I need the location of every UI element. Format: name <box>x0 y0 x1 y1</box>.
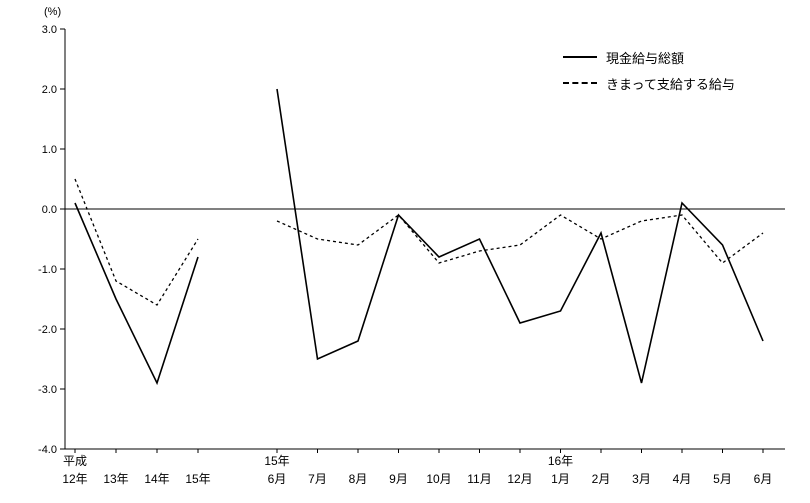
legend-item-contractual-pay: きまって支給する給与 <box>563 70 735 96</box>
x-tick-label: 15年 <box>185 472 210 486</box>
x-tick-label: 7月 <box>308 472 327 486</box>
y-axis-unit-label: (%) <box>44 6 62 18</box>
series-line-cash-total-annual <box>74 202 199 386</box>
x-tick-label: 5月 <box>713 472 732 486</box>
series-line-cash-total-monthly <box>276 88 764 384</box>
dashed-line-icon <box>563 82 597 84</box>
x-tick-label: 13年 <box>103 472 128 486</box>
x-tick-label: 10月 <box>426 472 451 486</box>
x-tick-label: 4月 <box>673 472 692 486</box>
x-tick-label: 11月 <box>467 472 491 486</box>
y-tick-label: 1.0 <box>42 144 57 156</box>
y-tick-label: -4.0 <box>38 444 57 456</box>
x-tick-label: 12年 <box>62 472 87 486</box>
solid-line-icon <box>563 56 597 58</box>
legend-label-cash-total: 現金給与総額 <box>606 50 685 66</box>
y-tick-label: 0.0 <box>42 204 57 216</box>
series-line-contractual-pay-annual <box>74 178 199 306</box>
x-tick-label: 9月 <box>389 472 408 486</box>
legend-label-contractual-pay: きまって支給する給与 <box>606 76 735 92</box>
y-tick-label: -3.0 <box>38 384 57 396</box>
x-tick-label: 8月 <box>349 472 368 486</box>
x-tick-label: 14年 <box>144 472 169 486</box>
y-tick-label: -1.0 <box>38 264 57 276</box>
y-tick-label: 3.0 <box>42 24 57 36</box>
x-tick-label: 12月 <box>507 472 532 486</box>
legend-item-cash-total: 現金給与総額 <box>563 44 735 70</box>
y-tick-label: 2.0 <box>42 84 57 96</box>
x-tick-label: 6月 <box>754 472 773 486</box>
series-line-contractual-pay-monthly <box>276 214 764 264</box>
era-label: 15年 <box>264 454 289 468</box>
chart-legend: 現金給与総額 きまって支給する給与 <box>563 44 735 96</box>
x-tick-label: 3月 <box>632 472 651 486</box>
x-tick-label: 6月 <box>268 472 287 486</box>
x-tick-label: 2月 <box>592 472 611 486</box>
x-tick-label: 1月 <box>551 472 570 486</box>
y-tick-label: -2.0 <box>38 324 57 336</box>
era-label: 16年 <box>548 454 573 468</box>
era-label: 平成 <box>63 454 87 468</box>
